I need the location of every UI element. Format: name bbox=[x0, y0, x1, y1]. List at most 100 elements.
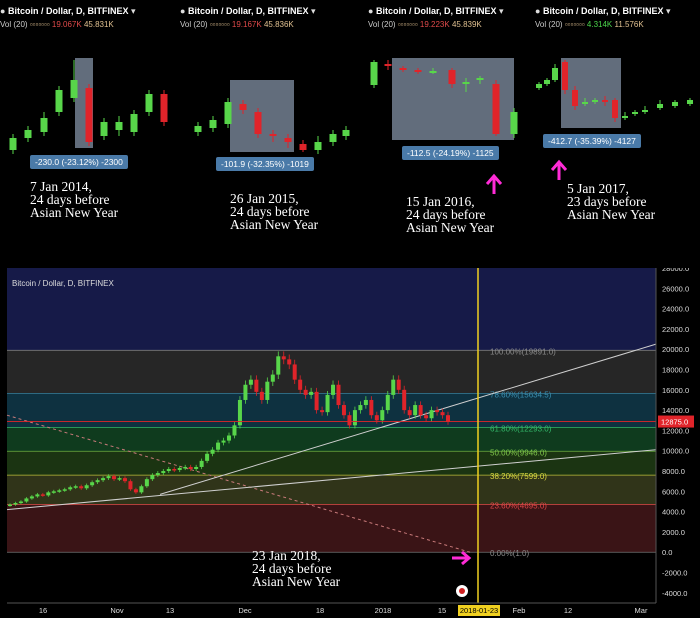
candle bbox=[150, 475, 155, 480]
candle bbox=[592, 100, 598, 102]
candle bbox=[161, 471, 166, 474]
vol-label: Vol (20) bbox=[368, 20, 396, 29]
x-tick-label: 2018 bbox=[375, 606, 392, 615]
fib-label: 61.80%(12293.0) bbox=[490, 424, 552, 433]
panel-volume: Vol (20) ▫▫▫▫▫▫▫ 19.167K 45.836K bbox=[180, 20, 294, 29]
y-tick-label: 0.0 bbox=[662, 548, 672, 557]
candle bbox=[155, 473, 160, 476]
change-badge: -112.5 (-24.19%) -1125 bbox=[402, 146, 499, 160]
drop-highlight-box bbox=[561, 58, 621, 128]
panel-title-text: Bitcoin / Dollar, D, BITFINEX bbox=[187, 6, 309, 16]
fib-label: 0.00%(1.0) bbox=[490, 549, 529, 558]
candle bbox=[209, 120, 217, 128]
candle bbox=[237, 399, 242, 426]
candle bbox=[281, 356, 286, 360]
candle bbox=[112, 476, 117, 480]
candle bbox=[492, 84, 500, 134]
candle bbox=[582, 102, 588, 104]
candle bbox=[243, 384, 248, 400]
candle bbox=[276, 356, 281, 375]
candle bbox=[210, 449, 215, 454]
candle bbox=[254, 112, 262, 134]
candle bbox=[341, 405, 346, 416]
change-badge: -412.7 (-35.39%) -4127 bbox=[543, 134, 641, 148]
candle bbox=[194, 466, 199, 469]
candle bbox=[139, 486, 144, 493]
current-price-tag bbox=[658, 415, 694, 428]
candle bbox=[369, 399, 374, 416]
y-tick-label: 26000.0 bbox=[662, 284, 689, 293]
candle bbox=[331, 384, 336, 395]
candle bbox=[221, 440, 226, 443]
candle bbox=[363, 399, 368, 406]
panel-title-text: Bitcoin / Dollar, D, BITFINEX bbox=[375, 6, 497, 16]
candle bbox=[440, 412, 445, 416]
candle bbox=[572, 90, 578, 106]
candle bbox=[342, 130, 350, 136]
candle bbox=[115, 122, 123, 130]
candle bbox=[399, 68, 407, 70]
y-tick-label: 2000.0 bbox=[662, 528, 685, 537]
main-annotation: 23 Jan 2018, 24 days before Asian New Ye… bbox=[252, 548, 341, 589]
change-badge: -101.9 (-32.35%) -1019 bbox=[216, 157, 314, 171]
x-tick-label: Nov bbox=[110, 606, 124, 615]
settings-icon: ▫▫▫▫▫▫▫ bbox=[209, 20, 230, 29]
arrow-icon bbox=[452, 550, 472, 566]
candle bbox=[536, 84, 542, 88]
candle bbox=[309, 391, 314, 395]
x-tick-label: 13 bbox=[166, 606, 174, 615]
y-tick-label: 8000.0 bbox=[662, 467, 685, 476]
main-chart-title: Bitcoin / Dollar, D, BITFINEX bbox=[12, 279, 114, 288]
candle bbox=[657, 104, 663, 108]
candle bbox=[68, 487, 73, 490]
y-tick-label: 22000.0 bbox=[662, 325, 689, 334]
candle bbox=[227, 435, 231, 441]
candle bbox=[205, 453, 210, 461]
y-tick-label: 4000.0 bbox=[662, 508, 685, 517]
panel-volume: Vol (20) ▫▫▫▫▫▫▫ 19.223K 45.839K bbox=[368, 20, 482, 29]
candle bbox=[476, 78, 484, 80]
panel-caption: 7 Jan 2014, 24 days before Asian New Yea… bbox=[30, 179, 119, 220]
y-tick-label: 20000.0 bbox=[662, 345, 689, 354]
candle bbox=[188, 466, 193, 469]
candle bbox=[24, 498, 29, 502]
candle bbox=[303, 389, 308, 395]
candle bbox=[407, 410, 412, 416]
candle bbox=[429, 410, 434, 419]
fib-label: 78.60%(15634.5) bbox=[490, 391, 552, 400]
candle bbox=[380, 410, 385, 421]
panel-candles bbox=[9, 58, 168, 154]
vol-label: Vol (20) bbox=[0, 20, 28, 29]
candle bbox=[325, 394, 330, 413]
candle bbox=[259, 391, 264, 400]
y-tick-label: 10000.0 bbox=[662, 447, 689, 456]
candle bbox=[62, 489, 67, 491]
candle bbox=[172, 469, 177, 471]
candle bbox=[374, 415, 379, 421]
candle bbox=[352, 410, 357, 426]
fib-zone bbox=[7, 427, 656, 452]
vol-value-b: 45.836K bbox=[263, 20, 294, 29]
date-marker-tag bbox=[458, 605, 500, 616]
candle bbox=[79, 486, 84, 489]
main-chart: 100.00%(19891.0) 78.60%(15634.5) 61.80%(12… bbox=[6, 268, 694, 616]
candle bbox=[413, 405, 418, 416]
x-tick-label: Feb bbox=[513, 606, 526, 615]
candle bbox=[298, 379, 303, 390]
candle bbox=[216, 442, 221, 450]
vol-label: Vol (20) bbox=[535, 20, 563, 29]
candle bbox=[57, 490, 62, 492]
arrow-icon bbox=[485, 173, 503, 194]
candle bbox=[46, 492, 51, 496]
arrow-shape bbox=[485, 173, 503, 194]
candle bbox=[55, 90, 63, 112]
x-tick-label: Dec bbox=[238, 606, 252, 615]
current-price-label: 12875.0 bbox=[661, 418, 688, 427]
candle bbox=[384, 64, 392, 66]
candle bbox=[642, 110, 648, 112]
y-tick-label: -4000.0 bbox=[662, 589, 687, 598]
panel-volume: Vol (20) ▫▫▫▫▫▫▫ 19.067K 45.831K bbox=[0, 20, 114, 29]
candle bbox=[414, 70, 422, 72]
candle bbox=[632, 112, 638, 114]
y-tick-label: 14000.0 bbox=[662, 406, 689, 415]
